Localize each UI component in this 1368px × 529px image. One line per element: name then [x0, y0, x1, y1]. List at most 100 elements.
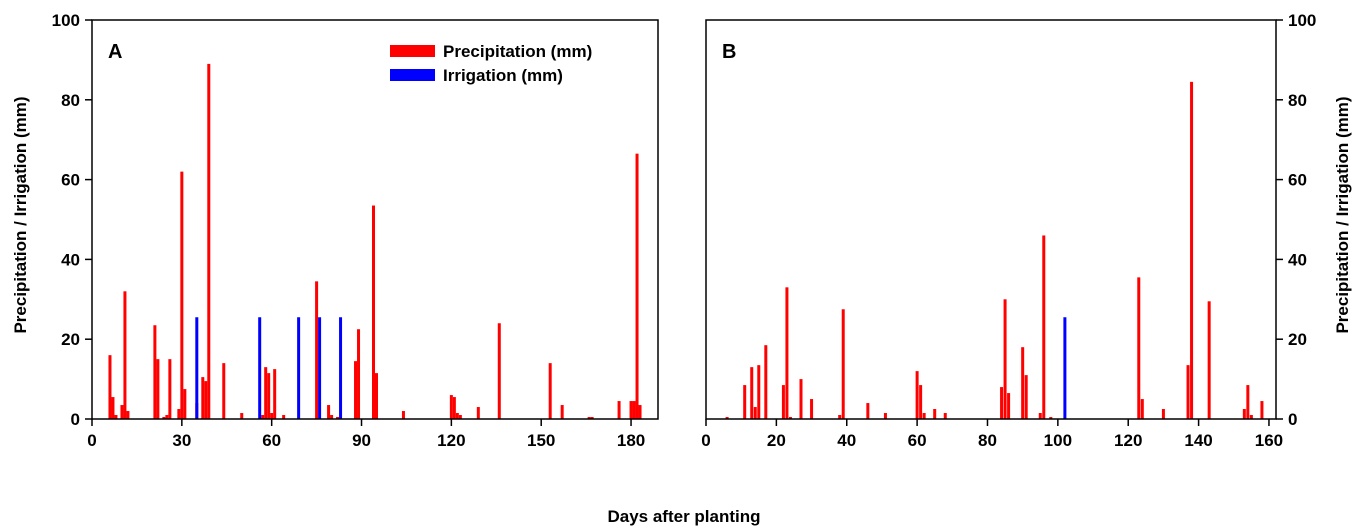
y-tick-label: 60 [61, 171, 80, 190]
bar-precipitation [204, 381, 208, 419]
bar-precipitation [1137, 277, 1141, 419]
bar-precipitation [919, 385, 923, 419]
y-tick-label: 100 [52, 11, 80, 30]
bar-precipitation [455, 413, 459, 419]
bar-irrigation [1063, 317, 1067, 419]
panel-b-frame [705, 19, 1277, 420]
bar-precipitation [1007, 393, 1011, 419]
bar-precipitation [1246, 385, 1250, 419]
bar-precipitation [270, 413, 274, 419]
bar-precipitation [590, 417, 594, 419]
bar-precipitation [781, 385, 785, 419]
bar-precipitation [201, 377, 205, 419]
bar-precipitation [725, 417, 729, 419]
panel-a-ticks: 0 30 60 90 120 150 180 0 20 40 60 80 100 [52, 11, 646, 450]
bar-precipitation [764, 345, 768, 419]
x-tick-label: 30 [172, 431, 191, 450]
panel-b-bars [725, 81, 1264, 419]
bar-precipitation [743, 385, 747, 419]
bar-irrigation [297, 317, 301, 419]
bar-precipitation [357, 329, 361, 419]
bar-precipitation [915, 371, 919, 419]
bar-precipitation [933, 409, 937, 419]
bar-precipitation [617, 401, 621, 419]
panel-a-bars [108, 63, 642, 420]
x-tick-label: 120 [437, 431, 465, 450]
bar-precipitation [108, 355, 112, 419]
bar-precipitation [267, 373, 271, 419]
y-tick-label: 40 [1288, 250, 1307, 269]
bar-irrigation [339, 317, 343, 419]
bar-precipitation [1260, 401, 1264, 419]
x-tick-label: 120 [1114, 431, 1142, 450]
bar-precipitation [750, 367, 754, 419]
x-tick-label: 60 [908, 431, 927, 450]
bar-precipitation [372, 205, 375, 419]
x-tick-label: 160 [1255, 431, 1283, 450]
y-tick-label: 100 [1288, 11, 1316, 30]
legend-swatch-irrigation [390, 69, 435, 81]
y-tick-label: 80 [1288, 91, 1307, 110]
bar-irrigation [195, 317, 199, 419]
panel-b-label: B [722, 41, 736, 63]
panel-a-label: A [108, 41, 122, 63]
x-axis-title: Days after planting [607, 507, 760, 526]
y-tick-label: 40 [61, 250, 80, 269]
bar-precipitation [168, 359, 172, 419]
bar-irrigation [318, 317, 322, 419]
bar-precipitation [497, 323, 501, 419]
y-tick-label: 0 [1288, 410, 1297, 429]
x-tick-label: 90 [352, 431, 371, 450]
bar-precipitation [240, 413, 244, 419]
x-tick-label: 40 [837, 431, 856, 450]
legend-swatch-precipitation [390, 45, 435, 57]
bar-precipitation [1190, 81, 1194, 419]
x-tick-label: 150 [527, 431, 555, 450]
bar-precipitation [1242, 409, 1246, 419]
legend-label-precipitation: Precipitation (mm) [443, 42, 592, 61]
bar-precipitation [1042, 235, 1046, 419]
bar-precipitation [788, 417, 792, 419]
bar-precipitation [330, 415, 334, 419]
bar-precipitation [1021, 347, 1025, 419]
bar-precipitation [883, 413, 887, 419]
bar-precipitation [560, 405, 564, 419]
x-tick-label: 20 [767, 431, 786, 450]
bar-precipitation [449, 395, 453, 419]
bar-precipitation [1186, 365, 1190, 419]
bar-precipitation [810, 399, 814, 419]
x-tick-label: 0 [87, 431, 96, 450]
bar-precipitation [587, 417, 591, 419]
y-tick-label: 60 [1288, 171, 1307, 190]
y-axis-title-right: Precipitation / Irrigation (mm) [1333, 96, 1352, 333]
bar-precipitation [180, 171, 184, 419]
bar-precipitation [548, 363, 552, 419]
bar-irrigation [258, 317, 262, 419]
bar-precipitation [162, 417, 166, 419]
bar-precipitation [177, 409, 181, 419]
bar-precipitation [111, 397, 115, 419]
y-axis-title-left: Precipitation / Irrigation (mm) [11, 96, 30, 333]
bar-precipitation [156, 359, 160, 419]
y-tick-label: 20 [1288, 330, 1307, 349]
x-tick-label: 180 [617, 431, 645, 450]
panel-b-ticks: 0 20 40 60 80 100 120 140 160 0 20 40 60 80 100 [701, 11, 1316, 450]
bar-precipitation [476, 407, 480, 419]
bar-precipitation [120, 405, 124, 419]
bar-precipitation [1140, 399, 1144, 419]
x-tick-label: 0 [701, 431, 710, 450]
bar-precipitation [207, 63, 211, 419]
x-tick-label: 80 [978, 431, 997, 450]
panel-b: 0 20 40 60 80 100 120 140 160 0 20 40 60 80 100 B [701, 11, 1316, 450]
bar-precipitation [183, 389, 187, 419]
bar-precipitation [126, 411, 130, 419]
legend: Precipitation (mm) Irrigation (mm) [390, 42, 592, 85]
bar-precipitation [943, 413, 947, 419]
bar-precipitation [153, 325, 157, 419]
bar-precipitation [282, 415, 286, 419]
bar-precipitation [629, 401, 633, 419]
y-tick-label: 0 [71, 410, 80, 429]
bar-precipitation [757, 365, 761, 419]
bar-precipitation [638, 405, 642, 419]
bar-precipitation [222, 363, 226, 419]
